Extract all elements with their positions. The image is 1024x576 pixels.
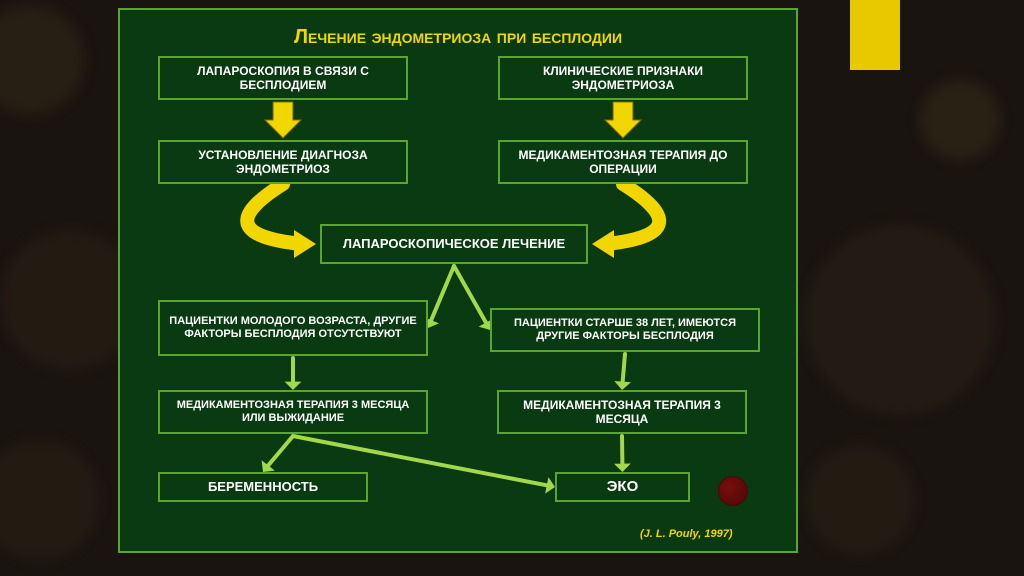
flow-node-n4: МЕДИКАМЕНТОЗНАЯ ТЕРАПИЯ ДО ОПЕРАЦИИ (498, 140, 748, 184)
flow-node-n9: МЕДИКАМЕНТОЗНАЯ ТЕРАПИЯ 3 МЕСЯЦА (497, 390, 747, 434)
red-dot-marker (718, 476, 748, 506)
flow-node-n6: ПАЦИЕНТКИ МОЛОДОГО ВОЗРАСТА, ДРУГИЕ ФАКТ… (158, 300, 428, 356)
flow-node-n10: БЕРЕМЕННОСТЬ (158, 472, 368, 502)
flow-node-n7: ПАЦИЕНТКИ СТАРШЕ 38 ЛЕТ, ИМЕЮТСЯ ДРУГИЕ … (490, 308, 760, 352)
citation: (J. L. Pouly, 1997) (640, 528, 733, 540)
corner-accent-tab (850, 0, 900, 70)
slide-title: Лечение эндометриоза при бесплодии (120, 26, 796, 49)
flow-node-n8: МЕДИКАМЕНТОЗНАЯ ТЕРАПИЯ 3 МЕСЯЦА ИЛИ ВЫЖ… (158, 390, 428, 434)
flow-node-n1: ЛАПАРОСКОПИЯ В СВЯЗИ С БЕСПЛОДИЕМ (158, 56, 408, 100)
flow-node-n11: ЭКО (555, 472, 690, 502)
flow-node-n5: ЛАПАРОСКОПИЧЕСКОЕ ЛЕЧЕНИЕ (320, 224, 588, 264)
flow-node-n2: КЛИНИЧЕСКИЕ ПРИЗНАКИ ЭНДОМЕТРИОЗА (498, 56, 748, 100)
flow-node-n3: УСТАНОВЛЕНИЕ ДИАГНОЗА ЭНДОМЕТРИОЗ (158, 140, 408, 184)
